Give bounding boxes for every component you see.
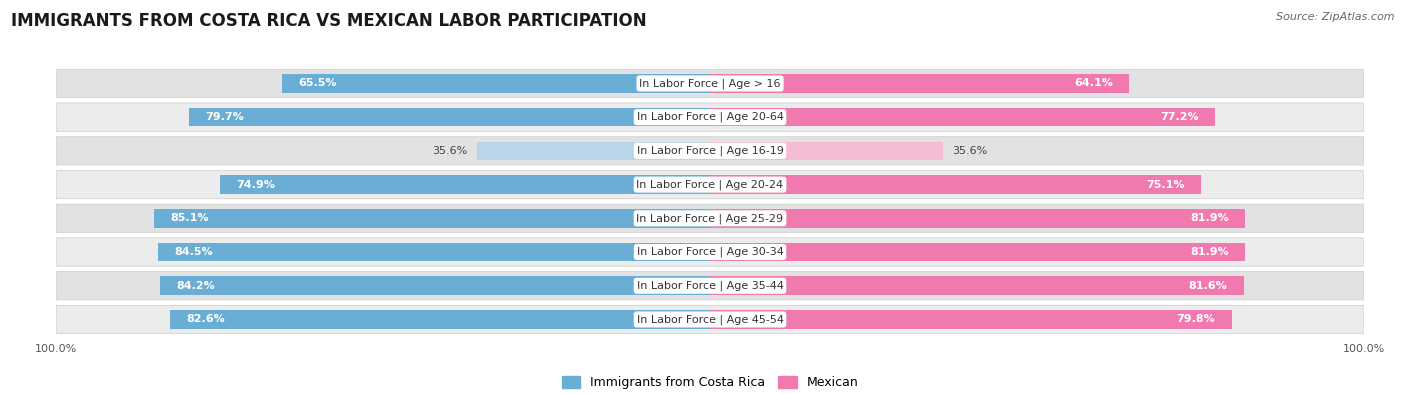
Text: In Labor Force | Age 20-24: In Labor Force | Age 20-24 xyxy=(637,179,783,190)
Text: In Labor Force | Age 30-34: In Labor Force | Age 30-34 xyxy=(637,247,783,257)
FancyBboxPatch shape xyxy=(56,305,1364,334)
Text: 74.9%: 74.9% xyxy=(236,180,276,190)
Bar xyxy=(157,243,710,261)
Text: In Labor Force | Age 35-44: In Labor Force | Age 35-44 xyxy=(637,280,783,291)
FancyBboxPatch shape xyxy=(56,137,1364,165)
Bar xyxy=(710,243,1246,261)
FancyBboxPatch shape xyxy=(56,170,1364,199)
FancyBboxPatch shape xyxy=(56,204,1364,233)
Bar xyxy=(710,276,1243,295)
Text: 35.6%: 35.6% xyxy=(432,146,467,156)
Bar xyxy=(477,141,710,160)
Bar xyxy=(710,209,1246,228)
Text: 84.5%: 84.5% xyxy=(174,247,212,257)
Bar xyxy=(188,108,710,126)
Bar xyxy=(710,74,1129,93)
Text: 84.2%: 84.2% xyxy=(176,281,215,291)
Bar xyxy=(710,141,943,160)
Text: IMMIGRANTS FROM COSTA RICA VS MEXICAN LABOR PARTICIPATION: IMMIGRANTS FROM COSTA RICA VS MEXICAN LA… xyxy=(11,12,647,30)
Bar xyxy=(159,276,710,295)
FancyBboxPatch shape xyxy=(56,103,1364,131)
Text: In Labor Force | Age 25-29: In Labor Force | Age 25-29 xyxy=(637,213,783,224)
FancyBboxPatch shape xyxy=(56,272,1364,300)
Text: In Labor Force | Age 20-64: In Labor Force | Age 20-64 xyxy=(637,112,783,122)
Bar xyxy=(221,175,710,194)
Text: 82.6%: 82.6% xyxy=(187,314,225,324)
FancyBboxPatch shape xyxy=(56,238,1364,266)
Text: 75.1%: 75.1% xyxy=(1146,180,1185,190)
Text: 79.8%: 79.8% xyxy=(1177,314,1215,324)
Bar xyxy=(710,108,1215,126)
Bar xyxy=(281,74,710,93)
Text: 79.7%: 79.7% xyxy=(205,112,245,122)
Text: 64.1%: 64.1% xyxy=(1074,79,1112,88)
Text: 65.5%: 65.5% xyxy=(298,79,336,88)
Text: 85.1%: 85.1% xyxy=(170,213,208,223)
Legend: Immigrants from Costa Rica, Mexican: Immigrants from Costa Rica, Mexican xyxy=(557,371,863,394)
Text: In Labor Force | Age 16-19: In Labor Force | Age 16-19 xyxy=(637,146,783,156)
Text: 81.6%: 81.6% xyxy=(1188,281,1227,291)
FancyBboxPatch shape xyxy=(56,69,1364,98)
Bar xyxy=(170,310,710,329)
Text: In Labor Force | Age 45-54: In Labor Force | Age 45-54 xyxy=(637,314,783,325)
Text: 35.6%: 35.6% xyxy=(953,146,988,156)
Bar xyxy=(710,175,1201,194)
Text: 81.9%: 81.9% xyxy=(1191,213,1229,223)
Text: 81.9%: 81.9% xyxy=(1191,247,1229,257)
Text: In Labor Force | Age > 16: In Labor Force | Age > 16 xyxy=(640,78,780,89)
Text: 77.2%: 77.2% xyxy=(1160,112,1198,122)
Bar xyxy=(153,209,710,228)
Bar xyxy=(710,310,1232,329)
Text: Source: ZipAtlas.com: Source: ZipAtlas.com xyxy=(1277,12,1395,22)
